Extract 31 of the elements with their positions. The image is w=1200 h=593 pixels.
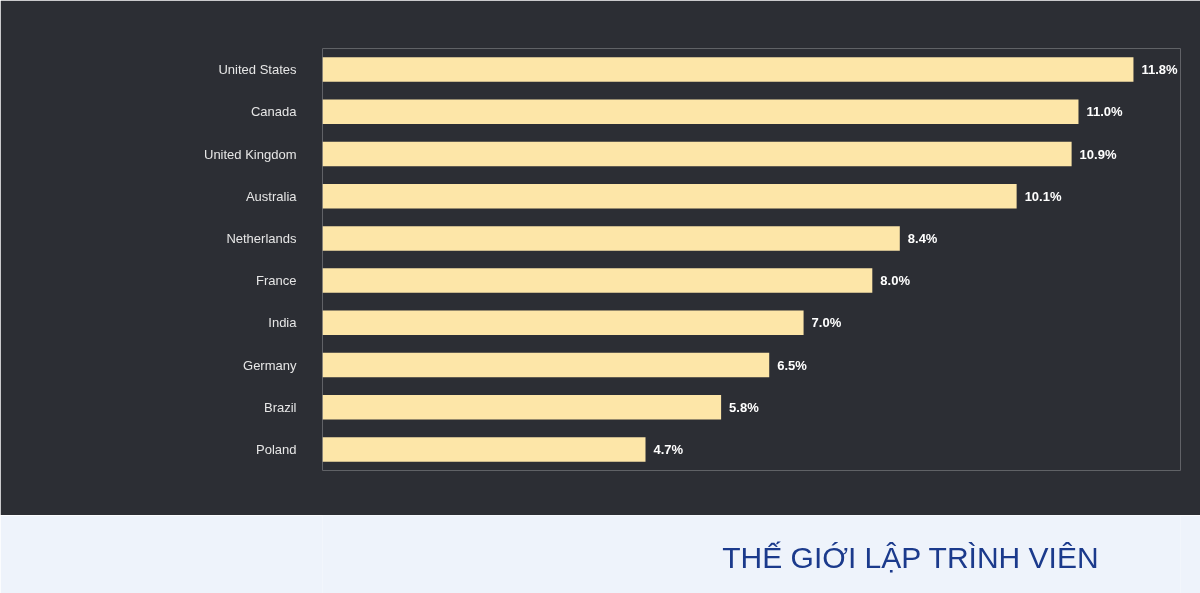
y-tick-label: India — [268, 315, 298, 331]
y-tick-label: Netherlands — [226, 230, 297, 246]
text: THẾ GIỚI LẬP TRÌNH VIÊN — [722, 541, 1099, 574]
data-label: 10.9% — [1079, 146, 1117, 162]
bar — [322, 141, 1072, 167]
y-tick-label: United Kingdom — [204, 146, 297, 162]
data-label: 11.0% — [1086, 104, 1124, 120]
bar — [322, 183, 1017, 209]
bar — [322, 57, 1134, 82]
data-label: 5.8% — [729, 399, 760, 415]
y-tick-label: Australia — [245, 188, 298, 204]
data-label: 6.5% — [777, 357, 808, 373]
y-tick-label: United States — [218, 62, 297, 78]
bar — [322, 310, 804, 336]
bar — [322, 352, 770, 378]
bar — [322, 394, 722, 420]
y-tick-label: Canada — [250, 104, 298, 120]
bar — [322, 99, 1079, 125]
bar — [322, 268, 873, 293]
bar — [322, 226, 900, 251]
y-tick-label: Germany — [243, 357, 297, 373]
data-label: 4.7% — [653, 441, 684, 457]
data-label: 11.8% — [1141, 62, 1179, 78]
y-tick-label: France — [256, 273, 297, 289]
data-label: 7.0% — [811, 315, 842, 331]
data-label: 8.4% — [907, 230, 938, 246]
data-label: 10.1% — [1024, 188, 1062, 204]
data-label: 8.0% — [880, 273, 911, 289]
y-tick-label: Poland — [256, 441, 297, 457]
bar — [322, 437, 646, 462]
y-tick-label: Brazil — [263, 399, 297, 415]
